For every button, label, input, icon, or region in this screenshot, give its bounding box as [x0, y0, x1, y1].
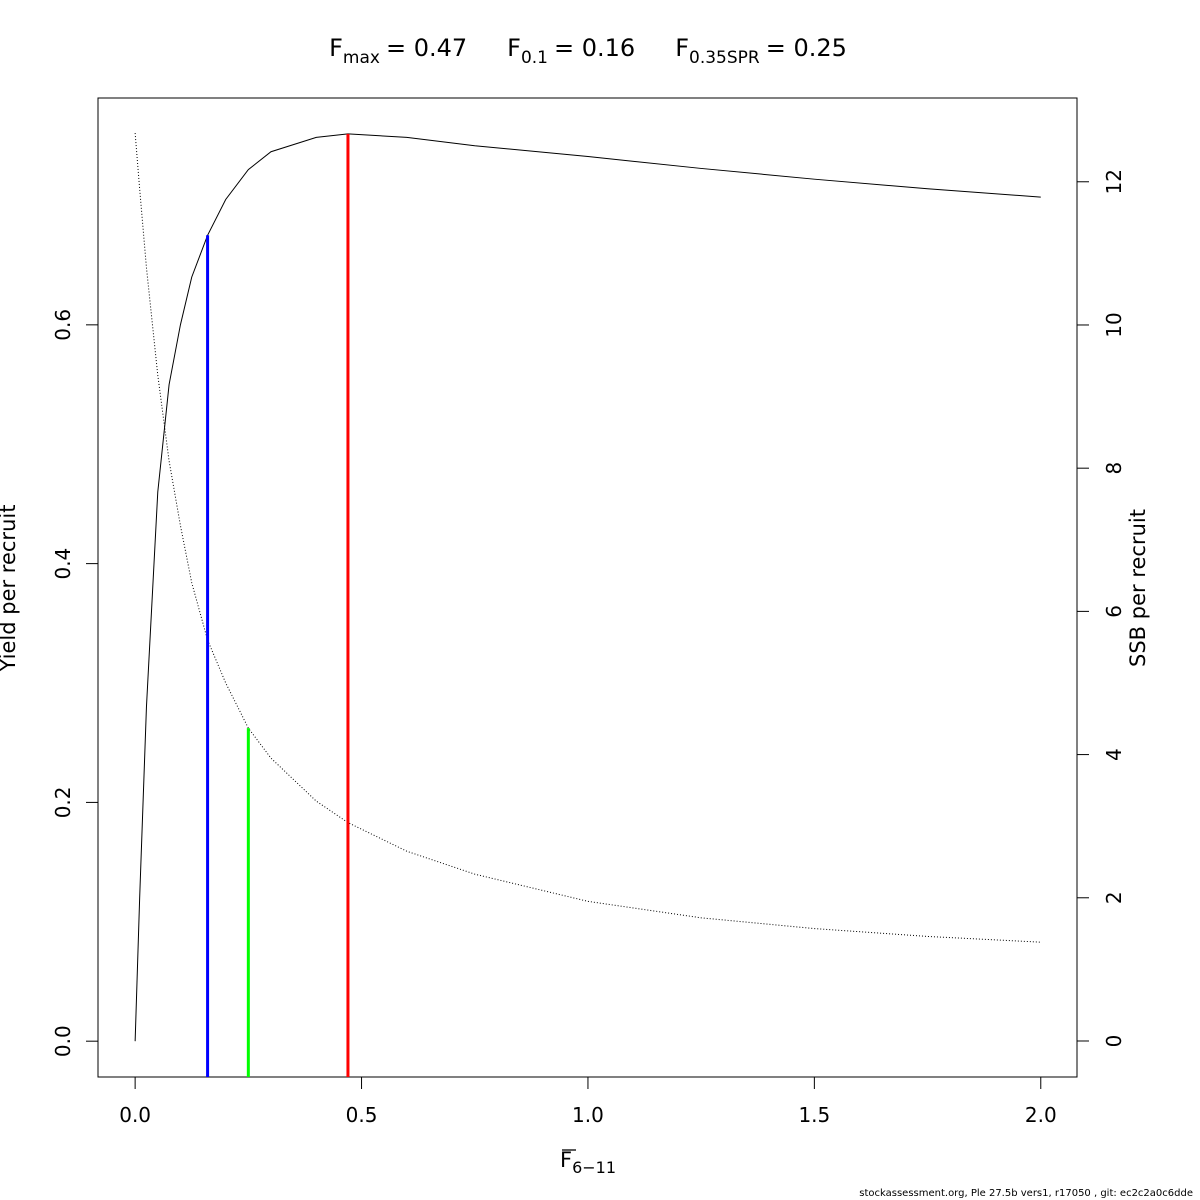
plot-frame — [97, 97, 1078, 1078]
title-symbol: F — [675, 34, 689, 62]
x-tick-label: 0.5 — [346, 1103, 378, 1127]
series-line — [134, 133, 1041, 943]
title-value: = 0.16 — [554, 34, 635, 62]
x-label-symbol: F — [560, 1148, 572, 1172]
x-tick-label: 0.0 — [119, 1103, 151, 1127]
y-tick-label: 0.6 — [51, 309, 75, 341]
title-subscript: max — [343, 48, 380, 68]
title-subscript: 0.35SPR — [689, 48, 760, 68]
title-symbol: F — [507, 34, 521, 62]
x-tick-label: 1.5 — [798, 1103, 830, 1127]
y-tick-label: 0.0 — [51, 1025, 75, 1057]
y2-tick-label: 10 — [1102, 312, 1126, 337]
y-tick-label: 0.2 — [51, 786, 75, 818]
x-tick-label: 2.0 — [1025, 1103, 1057, 1127]
y-tick-label: 0.4 — [51, 548, 75, 580]
y2-tick-label: 8 — [1102, 462, 1126, 475]
y-axis-label: Yield per recruit — [0, 505, 20, 673]
title-subscript: 0.1 — [521, 48, 548, 68]
y2-axis-label: SSB per recruit — [1126, 509, 1150, 667]
y2-tick-label: 0 — [1102, 1035, 1126, 1048]
x-label-subscript: 6−11 — [572, 1158, 616, 1177]
y2-tick-label: 2 — [1102, 891, 1126, 904]
x-axis-label: F6−11 — [560, 1148, 616, 1177]
chart-title: Fmax = 0.47 F0.1 = 0.16 F0.35SPR = 0.25 — [329, 34, 847, 68]
footer: stockassessment.org, Ple 27.5b vers1, r1… — [859, 1188, 1193, 1199]
y2-tick-label: 4 — [1102, 748, 1126, 761]
y2-tick-label: 6 — [1102, 605, 1126, 618]
title-value: = 0.47 — [386, 34, 467, 62]
series-line — [134, 133, 1041, 1042]
y2-tick-label: 12 — [1102, 169, 1126, 194]
x-tick-label: 1.0 — [572, 1103, 604, 1127]
title-symbol: F — [329, 34, 343, 62]
title-value: = 0.25 — [766, 34, 847, 62]
